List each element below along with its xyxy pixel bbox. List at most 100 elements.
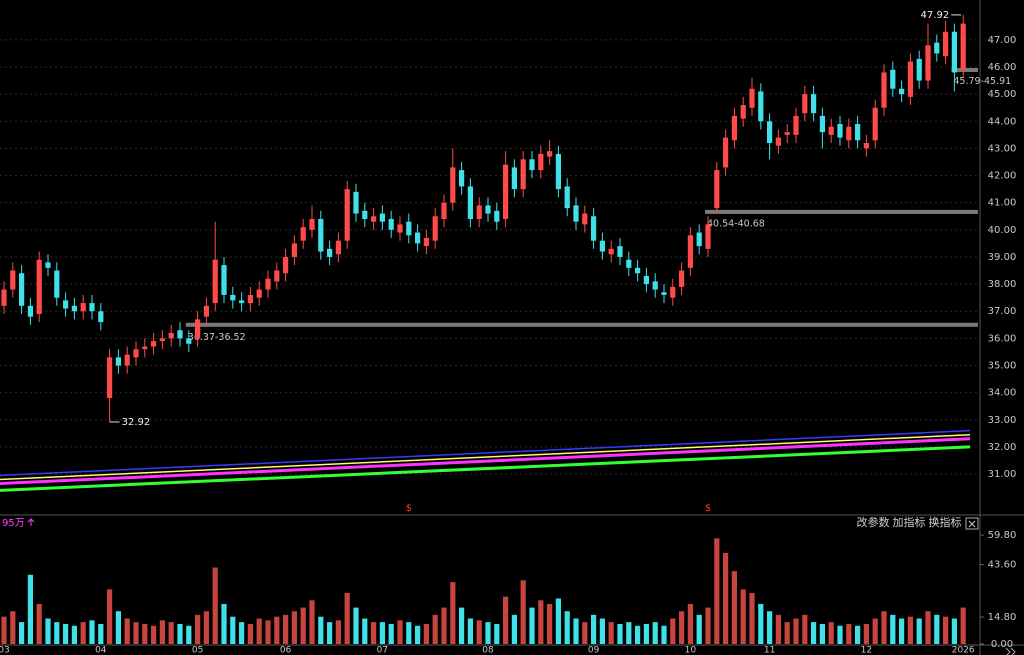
candle-body	[467, 186, 473, 219]
volume-bar	[168, 622, 174, 644]
candle-body	[256, 289, 262, 298]
close-button[interactable]	[965, 517, 979, 530]
y-tick-label: 32.00	[988, 442, 1017, 453]
candle-body	[203, 305, 209, 317]
volume-bar	[749, 593, 755, 644]
candle-body	[379, 213, 385, 222]
x-tick-label: 2026	[952, 646, 975, 655]
volume-bar	[256, 618, 262, 644]
volume-bar	[27, 574, 33, 644]
candle-body	[291, 243, 297, 257]
y-tick-label: 42.00	[988, 171, 1017, 182]
candle-body	[899, 88, 905, 95]
volume-bar	[846, 623, 852, 644]
candle-body	[168, 332, 174, 339]
volume-bar	[450, 582, 456, 644]
volume-bar	[687, 603, 693, 644]
volume-bar	[652, 622, 658, 644]
volume-bar	[582, 622, 588, 644]
y-tick-label: 41.00	[988, 198, 1017, 209]
volume-label: 95万	[2, 518, 25, 529]
button[interactable]: 改参数	[857, 515, 890, 529]
volume-bar	[890, 614, 896, 644]
volume-bar	[371, 622, 377, 644]
candle-body	[397, 224, 403, 233]
candle-body	[793, 115, 799, 135]
candle-body	[828, 126, 834, 135]
volume-bar	[714, 538, 720, 644]
candle-body	[432, 216, 438, 241]
y-tick-label: 35.00	[988, 361, 1017, 372]
x-tick-label: 04	[95, 646, 107, 655]
volume-bar	[819, 623, 825, 644]
candle-body	[1, 289, 7, 306]
x-tick-label: 03	[0, 646, 10, 655]
high-label: 47.92	[921, 10, 950, 21]
y-tick-label: 45.00	[988, 89, 1017, 100]
volume-bar	[485, 622, 491, 644]
volume-bar	[670, 618, 676, 644]
candle-body	[890, 69, 896, 89]
candle-body	[608, 248, 614, 255]
candle-body	[159, 338, 165, 342]
candle-body	[564, 186, 570, 209]
candle-body	[45, 262, 51, 268]
y-tick-label: 34.00	[988, 388, 1017, 399]
y-tick-label: 47.00	[988, 35, 1017, 46]
volume-bar	[476, 620, 482, 644]
candle-body	[582, 213, 588, 225]
volume-bar	[608, 622, 614, 644]
volume-bar	[335, 620, 341, 644]
candle-body	[344, 189, 350, 241]
candle-body	[907, 61, 913, 97]
volume-bar	[943, 616, 949, 644]
x-tick-label: 11	[764, 646, 775, 655]
candle-body	[415, 232, 421, 244]
volume-bar	[19, 622, 25, 644]
volume-bar	[679, 611, 685, 644]
candle-body	[107, 357, 113, 399]
candle-body	[89, 303, 95, 312]
button[interactable]: 换指标	[929, 515, 962, 529]
candle-body	[450, 167, 456, 203]
candle-body	[538, 153, 544, 171]
volume-bar	[635, 625, 641, 644]
volume-bar	[459, 607, 465, 644]
volume-bar	[767, 611, 773, 644]
volume-bar	[45, 618, 51, 644]
gap-label: 36.37-36.52	[188, 332, 246, 343]
moving-average	[0, 429, 971, 477]
volume-bar	[802, 614, 808, 644]
moving-average	[0, 437, 971, 486]
volume-bar	[133, 622, 139, 644]
candle-body	[309, 218, 315, 230]
volume-bar	[538, 600, 544, 644]
volume-bar	[881, 611, 887, 644]
candle-body	[265, 278, 271, 290]
volume-bar	[89, 620, 95, 644]
candle-body	[617, 246, 623, 257]
candle-body	[635, 267, 641, 274]
volume-bar	[899, 618, 905, 644]
volume-bar	[327, 622, 333, 644]
candle-body	[10, 270, 16, 290]
candle-body	[19, 273, 25, 306]
candle-body	[423, 237, 429, 247]
candle-body	[960, 23, 966, 70]
candle-body	[115, 357, 121, 366]
candle-body	[661, 292, 667, 295]
candle-body	[459, 170, 465, 187]
volume-bar	[388, 623, 394, 644]
volume-bar	[212, 567, 218, 644]
volume-bar	[230, 616, 236, 644]
volume-bar	[872, 618, 878, 644]
candle-body	[943, 31, 949, 57]
button[interactable]: 加指标	[893, 515, 926, 529]
candle-body	[881, 72, 887, 108]
y-tick-label: 37.00	[988, 306, 1017, 317]
candle-body	[846, 126, 852, 141]
volume-bar	[626, 622, 632, 644]
volume-bar	[221, 603, 227, 644]
volume-bar	[247, 623, 253, 644]
